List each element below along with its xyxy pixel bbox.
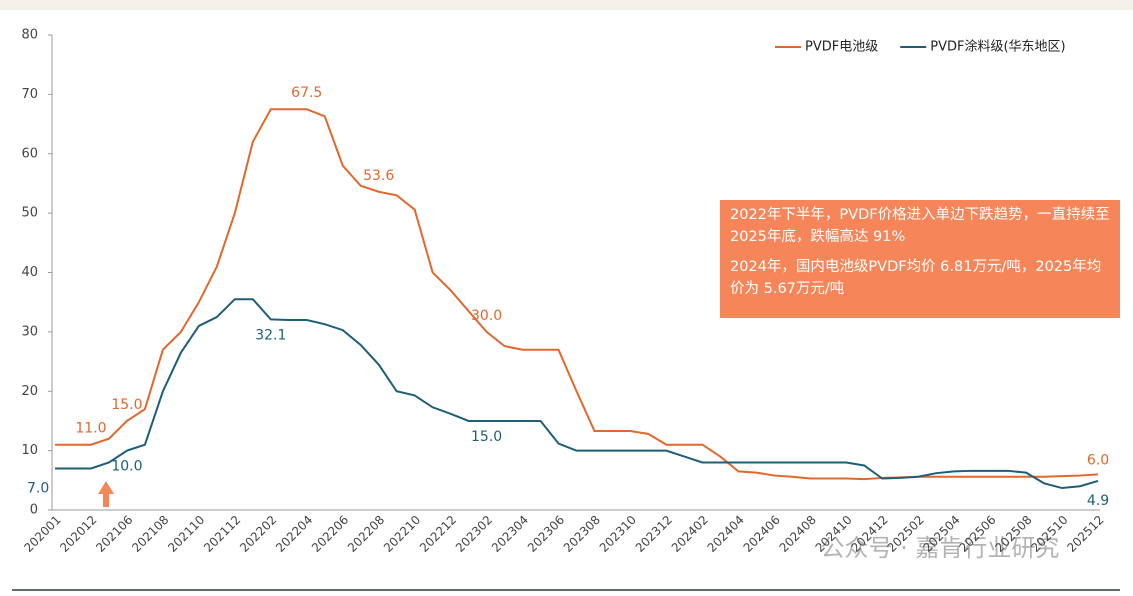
y-tick-label: 20 [21, 384, 38, 399]
x-tick-label: 202304 [489, 513, 531, 555]
x-tick-label: 202206 [309, 513, 351, 555]
data-label: 4.9 [1087, 493, 1109, 509]
data-label: 15.0 [471, 429, 502, 445]
legend-label: PVDF电池级 [805, 40, 878, 55]
x-tick-label: 202212 [417, 513, 459, 555]
x-tick-label: 202406 [741, 513, 783, 555]
x-tick-label: 202208 [345, 513, 387, 555]
x-tick-label: 202310 [597, 513, 639, 555]
top-band [0, 0, 1133, 10]
x-tick-label: 202312 [633, 513, 675, 555]
x-tick-label: 202112 [201, 513, 243, 555]
data-label: 32.1 [255, 327, 286, 343]
x-tick-label: 202106 [93, 513, 135, 555]
x-tick-label: 202110 [165, 513, 207, 555]
data-label: 11.0 [75, 421, 106, 437]
y-tick-label: 0 [30, 503, 38, 518]
series-line [55, 108, 1099, 481]
y-tick-label: 60 [21, 146, 38, 161]
data-label: 67.5 [291, 85, 322, 101]
x-tick-label: 202202 [237, 513, 279, 555]
x-tick-label: 202001 [21, 513, 63, 555]
y-tick-label: 80 [21, 28, 38, 43]
data-label: 15.0 [111, 397, 142, 413]
annotation-box: 2022年下半年，PVDF价格进入单边下跌趋势，一直持续至2025年底，跌幅高达… [720, 200, 1120, 318]
x-tick-label: 202408 [777, 513, 819, 555]
y-tick-label: 40 [21, 265, 38, 280]
series-line [55, 298, 1099, 490]
x-tick-label: 202404 [705, 513, 747, 555]
data-label: 53.6 [363, 168, 394, 184]
x-tick-label: 202012 [57, 513, 99, 555]
data-label: 30.0 [471, 308, 502, 324]
y-tick-label: 50 [21, 206, 38, 221]
y-tick-label: 10 [21, 443, 38, 458]
x-tick-label: 202210 [381, 513, 423, 555]
x-tick-label: 202306 [525, 513, 567, 555]
y-tick-label: 30 [21, 324, 38, 339]
data-label: 10.0 [111, 459, 142, 475]
x-tick-label: 202108 [129, 513, 171, 555]
data-label: 7.0 [27, 480, 49, 496]
watermark: 公众号 · 嘉肯行业研究 [821, 534, 1060, 562]
annotation: 2024年，国内电池级PVDF均价 6.81万元/吨，2025年均价为 5.67… [730, 259, 1102, 297]
x-tick-label: 202402 [669, 513, 711, 555]
x-tick-label: 202308 [561, 513, 603, 555]
x-tick-label: 202512 [1064, 513, 1106, 555]
x-tick-label: 202204 [273, 513, 315, 555]
x-tick-label: 202302 [453, 513, 495, 555]
y-tick-label: 70 [21, 87, 38, 102]
data-label: 6.0 [1087, 452, 1109, 468]
arrow-icon [98, 481, 114, 507]
annotation: 2022年下半年，PVDF价格进入单边下跌趋势，一直持续至2025年底，跌幅高达… [730, 207, 1110, 245]
legend-label: PVDF涂料级(华东地区) [930, 39, 1065, 55]
